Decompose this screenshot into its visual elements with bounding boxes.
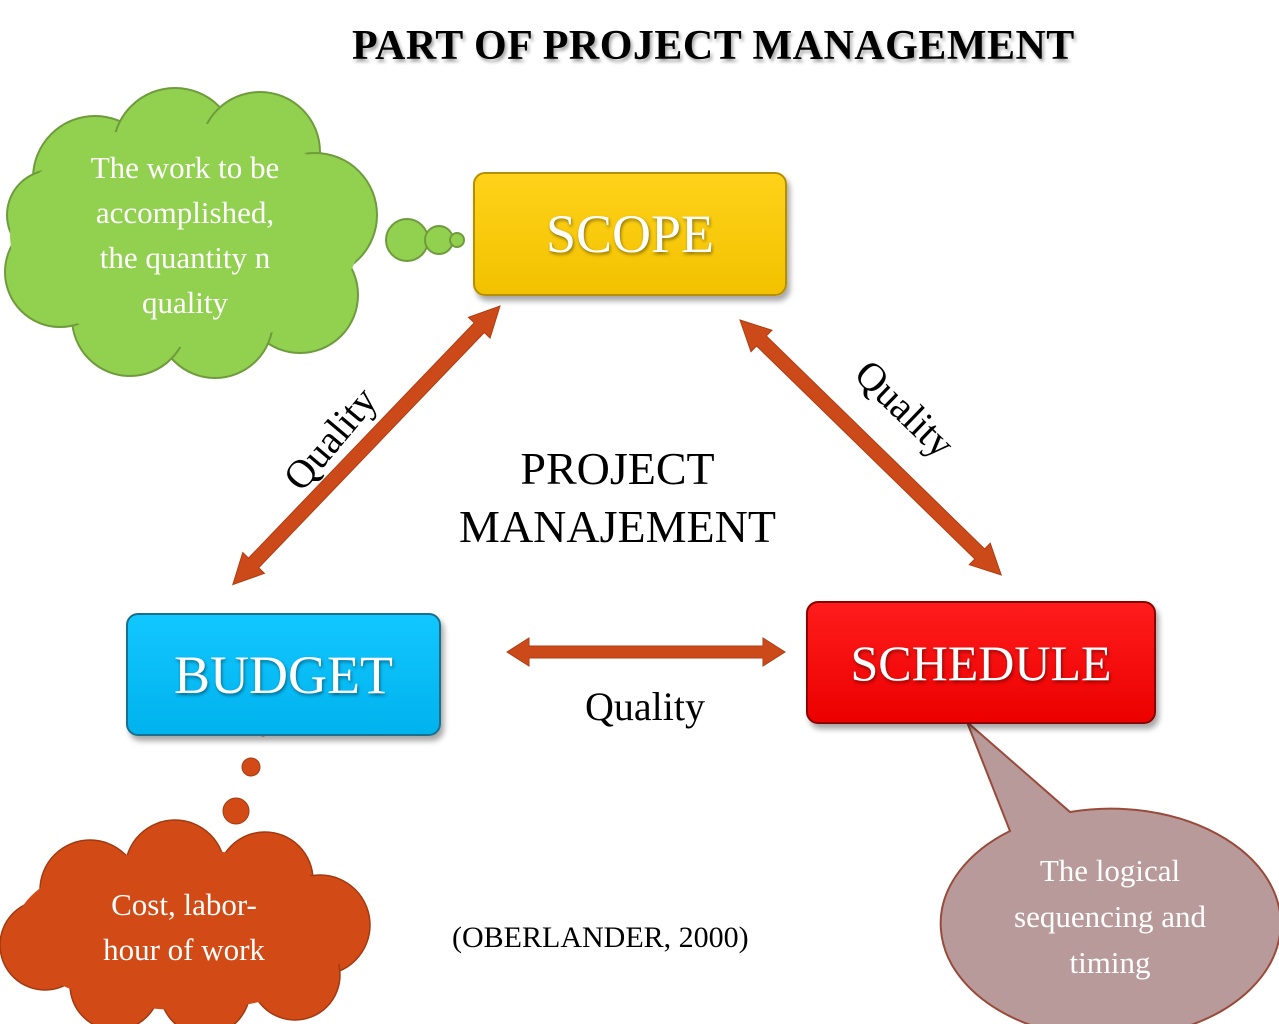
- citation: (OBERLANDER, 2000): [452, 921, 749, 954]
- scope-label: SCOPE: [545, 204, 715, 264]
- budget-thought-cloud: [0, 819, 371, 1024]
- schedule-bubble-line: sequencing and: [1014, 899, 1206, 934]
- schedule-label: SCHEDULE: [850, 634, 1112, 691]
- budget-thought-trail: [222, 727, 268, 825]
- budget-bubble-line: hour of work: [103, 932, 265, 967]
- budget-label: BUDGET: [174, 644, 393, 705]
- scope-bubble-line: quality: [141, 285, 229, 320]
- schedule-bubble-line: The logical: [1039, 853, 1181, 888]
- scope-bubble-line: the quantity n: [99, 240, 271, 275]
- schedule-speech-bubble: [939, 721, 1279, 1024]
- schedule-bubble-line: timing: [1069, 945, 1151, 980]
- arrow-scope-schedule: [739, 319, 1003, 576]
- center-label-line1: PROJECT: [520, 443, 715, 494]
- schedule-bubble-text: The logical sequencing and timing: [985, 848, 1235, 986]
- scope-bubble-text: The work to be accomplished, the quantit…: [60, 145, 310, 325]
- budget-box: BUDGET: [126, 613, 441, 736]
- budget-bubble-line: Cost, labor-: [111, 887, 257, 922]
- schedule-box: SCHEDULE: [806, 601, 1156, 724]
- center-label-line2: MANAJEMENT: [459, 501, 776, 552]
- scope-bubble-line: The work to be: [90, 150, 280, 185]
- arrow-scope-budget: [232, 305, 501, 586]
- scope-thought-cloud: [4, 87, 378, 379]
- quality-label-budget-schedule: Quality: [585, 684, 705, 729]
- scope-thought-trail: [385, 218, 465, 262]
- page-title: PART OF PROJECT MANAGEMENT: [352, 23, 1075, 69]
- scope-box: SCOPE: [473, 172, 787, 296]
- scope-bubble-line: accomplished,: [95, 195, 275, 230]
- center-label: PROJECT MANAJEMENT: [400, 440, 835, 556]
- budget-bubble-text: Cost, labor- hour of work: [68, 882, 300, 972]
- arrow-budget-schedule: [506, 637, 786, 667]
